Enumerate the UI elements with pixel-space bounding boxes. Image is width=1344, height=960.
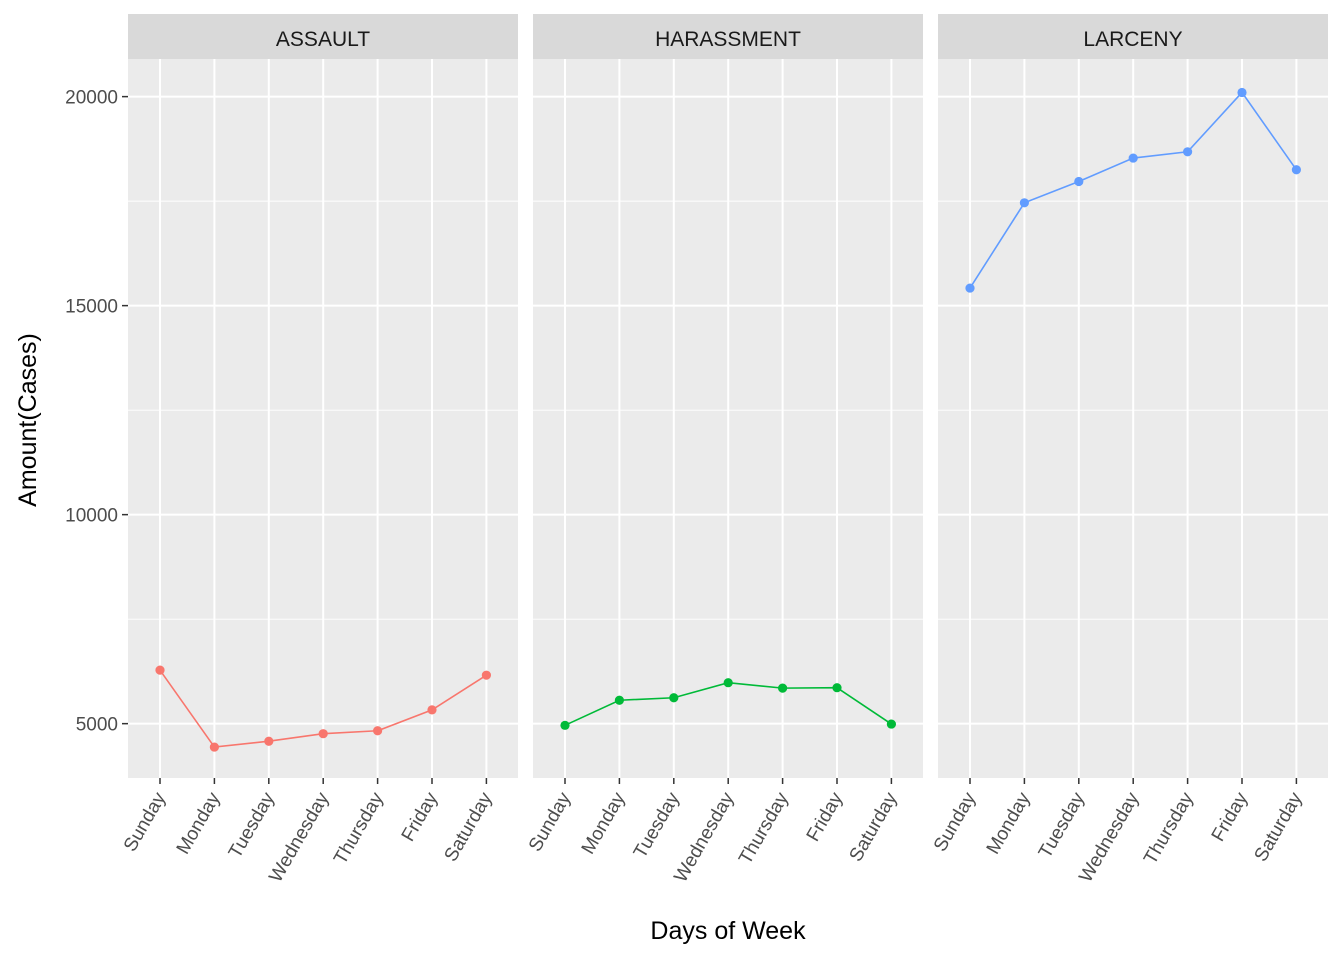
- data-point-monday: [1019, 198, 1029, 208]
- x-tick-label: Saturday: [846, 789, 902, 866]
- data-point-wednesday: [723, 678, 733, 688]
- x-axis-title: Days of Week: [650, 917, 806, 945]
- x-tick-label: Friday: [1208, 789, 1253, 846]
- strip-label: LARCENY: [1083, 28, 1182, 51]
- x-tick-label: Sunday: [120, 789, 171, 856]
- x-tick-label: Friday: [398, 789, 443, 846]
- y-axis-title: Amount(Cases): [14, 333, 42, 507]
- data-point-wednesday: [1128, 153, 1138, 163]
- strip-label: HARASSMENT: [655, 28, 801, 51]
- data-point-saturday: [886, 719, 897, 729]
- strip-label: ASSAULT: [276, 28, 370, 51]
- data-point-thursday: [778, 683, 788, 693]
- x-tick-label: Monday: [983, 789, 1035, 858]
- data-point-monday: [614, 695, 625, 705]
- data-point-thursday: [1183, 147, 1193, 157]
- x-tick-label: Tuesday: [225, 789, 280, 862]
- y-tick-label: 5000: [76, 715, 118, 736]
- data-point-sunday: [560, 720, 570, 730]
- data-point-friday: [1237, 87, 1247, 98]
- x-tick-label: Monday: [173, 789, 225, 858]
- x-tick-label: Saturday: [1251, 789, 1307, 866]
- data-point-saturday: [481, 670, 491, 680]
- data-point-monday: [209, 742, 219, 752]
- data-point-saturday: [1291, 165, 1301, 175]
- x-tick-label: Sunday: [930, 789, 981, 856]
- data-point-tuesday: [669, 693, 679, 703]
- y-axis: 5000 10000 15000 20000: [65, 88, 128, 736]
- data-point-thursday: [373, 726, 383, 736]
- data-point-wednesday: [318, 729, 328, 739]
- y-tick-label: 15000: [65, 297, 118, 318]
- x-tick-label: Monday: [578, 789, 630, 858]
- x-tick-label: Thursday: [1140, 789, 1198, 869]
- y-tick-label: 20000: [65, 88, 118, 109]
- data-point-friday: [427, 705, 437, 715]
- strip-background: [533, 14, 923, 59]
- x-tick-label: Tuesday: [630, 789, 685, 862]
- x-tick-label: Thursday: [735, 789, 793, 869]
- data-point-tuesday: [264, 736, 274, 746]
- data-point-friday: [832, 683, 842, 693]
- data-point-sunday: [965, 283, 975, 293]
- data-point-tuesday: [1074, 176, 1084, 187]
- x-tick-label: Sunday: [525, 789, 576, 856]
- x-tick-label: Saturday: [441, 789, 497, 866]
- data-point-sunday: [155, 665, 165, 675]
- strip-background: [128, 14, 518, 59]
- strip-background: [938, 14, 1328, 59]
- x-tick-label: Friday: [803, 789, 848, 846]
- y-tick-label: 10000: [65, 506, 118, 527]
- x-tick-label: Thursday: [330, 789, 388, 869]
- x-tick-label: Tuesday: [1035, 789, 1090, 862]
